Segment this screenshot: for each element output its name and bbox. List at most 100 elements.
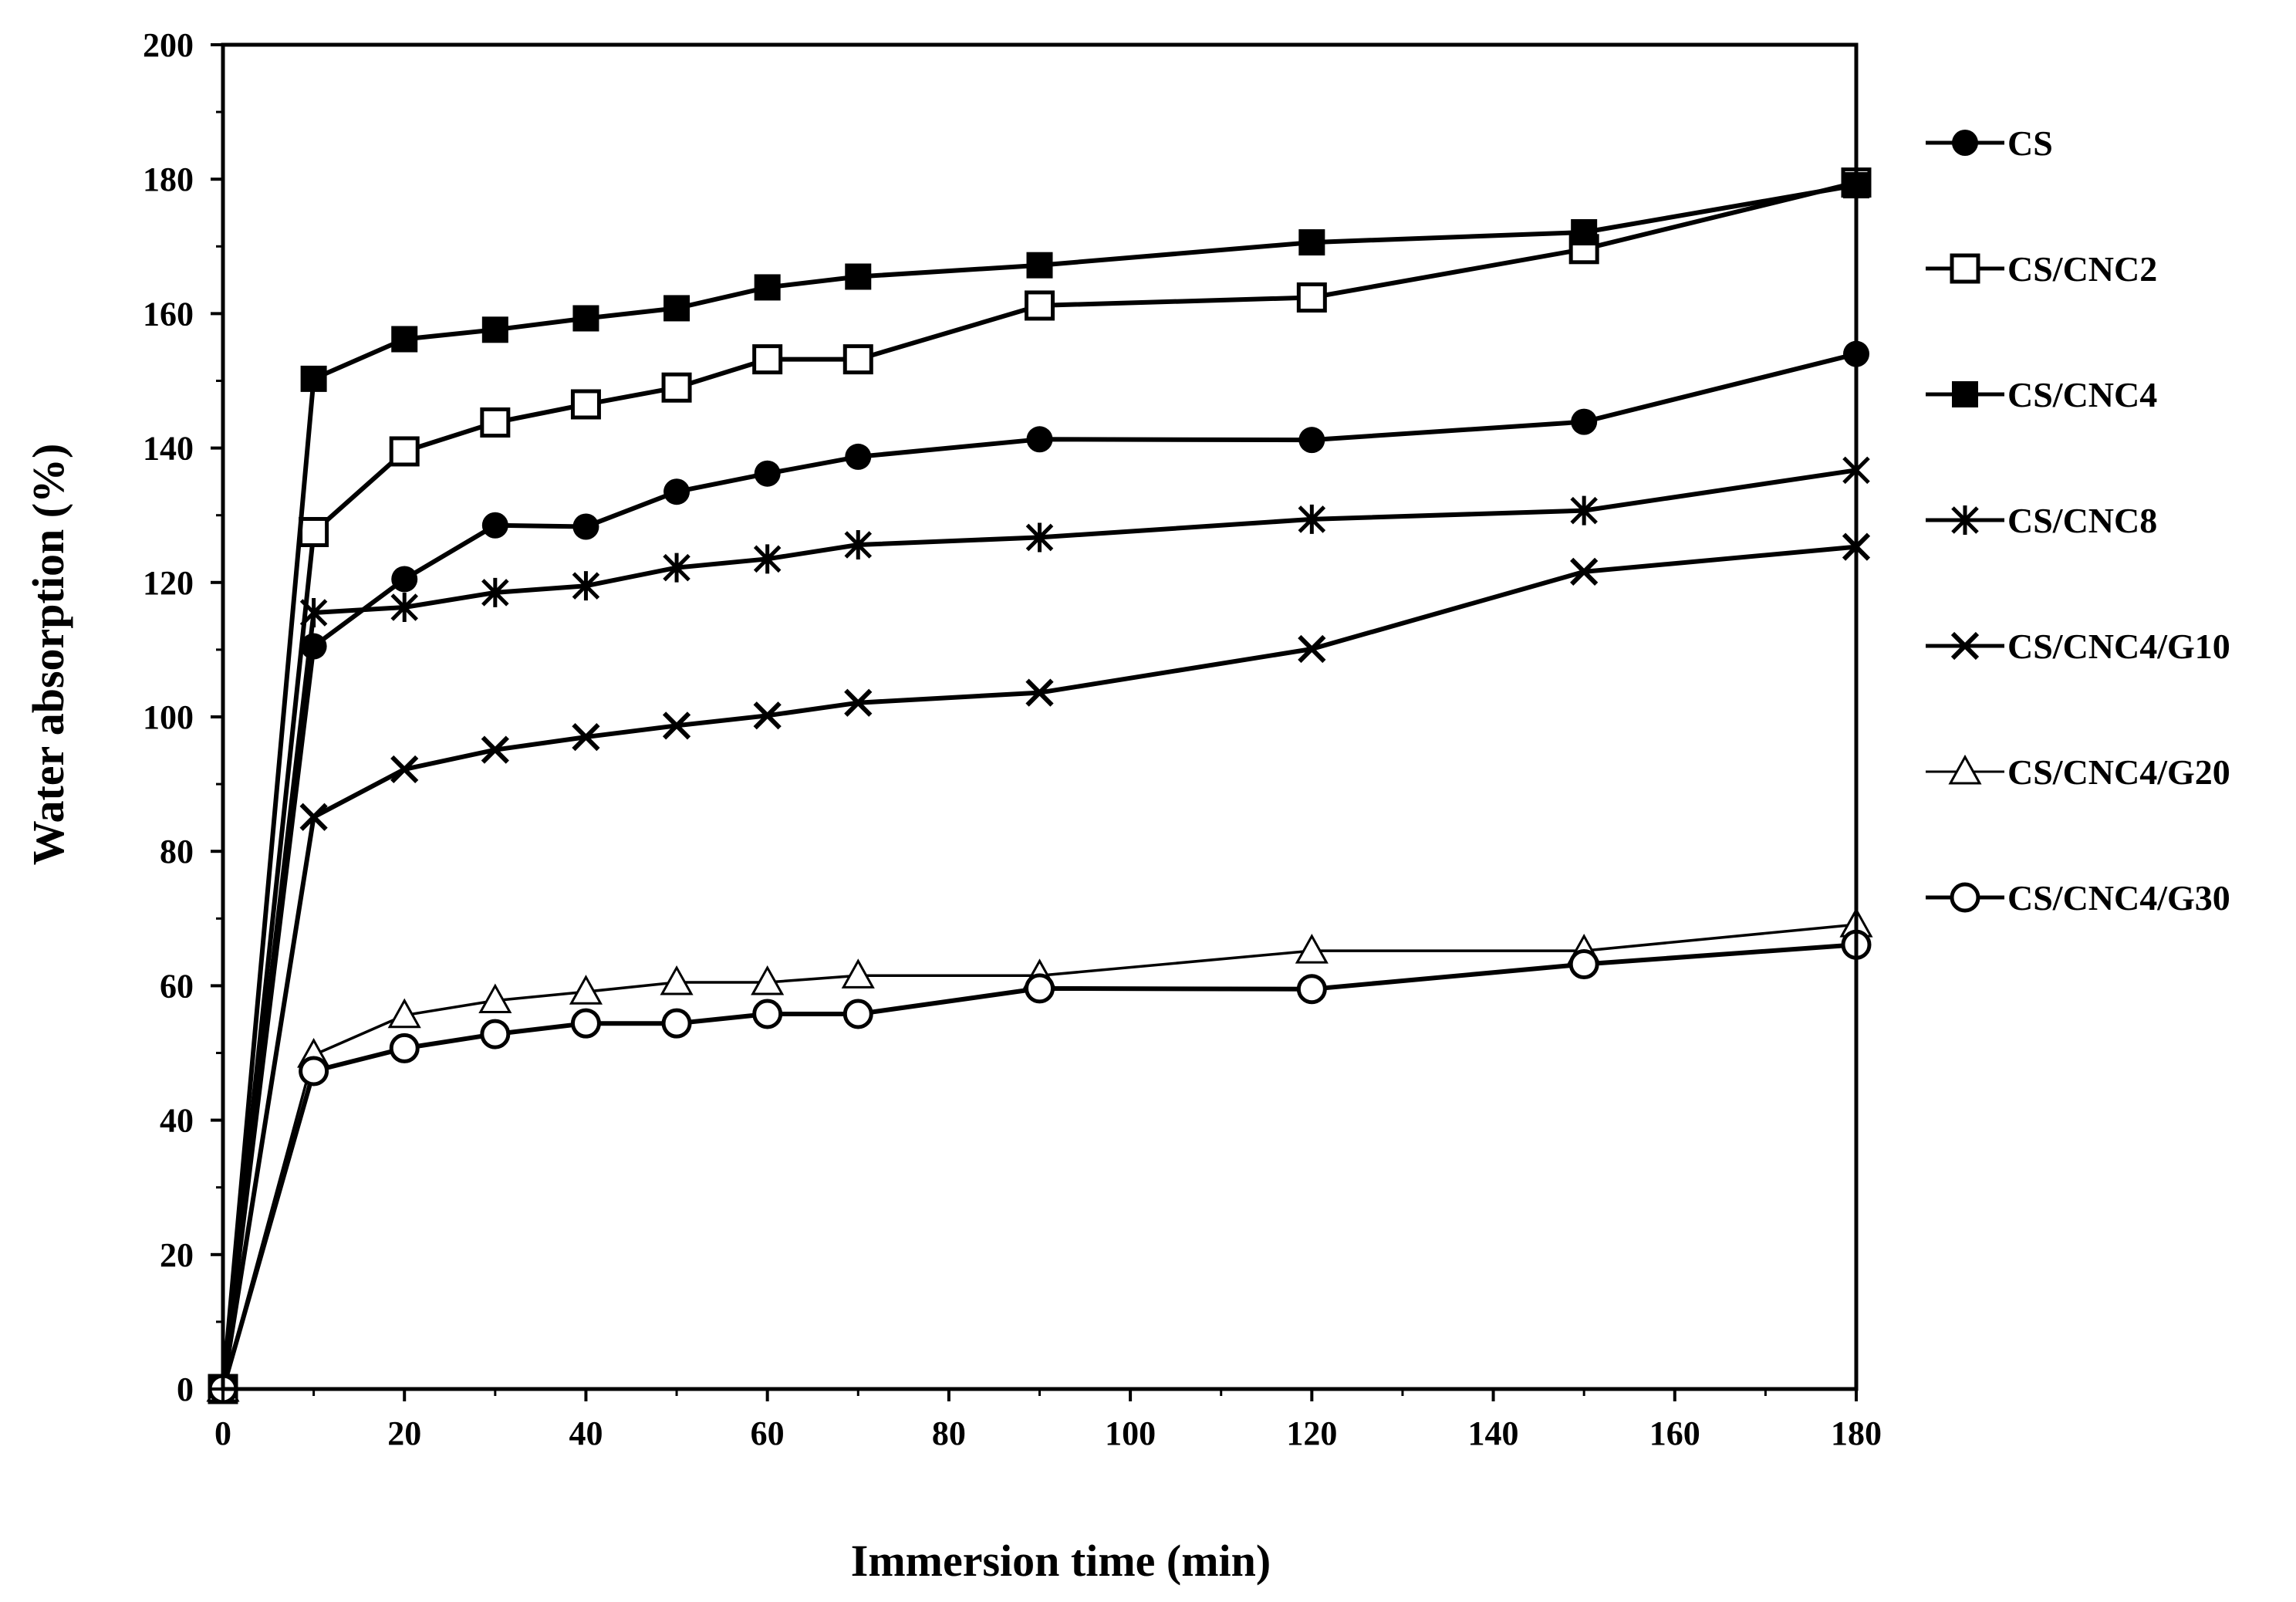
- data-point-cs-cnc4-g20: [1295, 934, 1329, 964]
- data-point-cs-cnc8: [1298, 504, 1326, 534]
- data-point-cs-cnc4-g30: [842, 999, 873, 1029]
- data-point-cs-cnc4-g30: [299, 1056, 329, 1087]
- data-point-cs-cnc4-g20: [478, 983, 512, 1014]
- data-point-cs-cnc4-g20: [751, 965, 785, 995]
- data-point-cs-cnc8: [844, 530, 873, 560]
- data-point-cs-cnc8: [753, 544, 782, 574]
- data-point-cs-cnc4-g10: [844, 688, 873, 717]
- data-point-cs-cnc8: [390, 593, 418, 623]
- legend-item-cs: CS: [1926, 123, 2053, 163]
- data-point-cs: [1026, 426, 1053, 453]
- data-point-cs-cnc4: [572, 305, 599, 332]
- y-tick-label: 0: [177, 1370, 194, 1408]
- legend-label: CS/CNC8: [2007, 501, 2157, 540]
- y-tick-label: 140: [143, 430, 194, 468]
- data-point-cs-cnc8: [1570, 495, 1598, 526]
- data-point-cs-cnc4-g30: [1568, 949, 1599, 980]
- series-line-cs-cnc4-g10: [221, 544, 1857, 1390]
- data-point-cs-cnc2: [1025, 290, 1055, 321]
- data-point-cs-cnc2: [480, 407, 511, 438]
- data-point-cs-cnc2: [299, 516, 329, 547]
- plot-layer: [206, 167, 1873, 1404]
- series-line-cs-cnc2: [221, 180, 1857, 1390]
- series-line-cs: [221, 351, 1857, 1390]
- data-point-cs-cnc4-g30: [1025, 973, 1055, 1004]
- data-point-cs: [845, 443, 872, 470]
- data-point-cs-cnc2: [661, 372, 692, 403]
- data-point-cs-cnc4: [1298, 229, 1325, 256]
- legend-marker-cs-cnc4-g20: [1948, 754, 1982, 785]
- x-tick-label: 0: [214, 1414, 231, 1452]
- axes-layer: 0 20 40 60 80 100 120 140 160 180 200 0 20 40 60 80 100 1…: [143, 26, 1882, 1452]
- data-point-cs-cnc8: [663, 553, 690, 583]
- legend-label: CS/CNC4/G10: [2007, 627, 2230, 666]
- x-tick-label: 60: [751, 1414, 785, 1452]
- data-point-cs-cnc4-g20: [569, 975, 603, 1005]
- data-point-cs-cnc4-g10: [1298, 634, 1326, 664]
- legend-item-cs-cnc8: CS/CNC8: [1926, 501, 2157, 540]
- data-point-cs-cnc4-g30: [1296, 974, 1327, 1005]
- legend-marker-cs-cnc8: [1951, 505, 1979, 535]
- data-point-cs: [391, 566, 418, 593]
- y-tick-label: 200: [143, 26, 194, 64]
- data-point-cs-cnc4-g10: [481, 735, 509, 764]
- data-point-cs-cnc4: [845, 263, 872, 290]
- y-tick-label: 40: [160, 1102, 194, 1140]
- y-tick-label: 20: [160, 1236, 194, 1274]
- data-point-cs-cnc2: [570, 389, 601, 420]
- x-tick-label: 160: [1649, 1414, 1700, 1452]
- data-point-cs-cnc2: [1296, 282, 1327, 313]
- data-point-cs-cnc4-g10: [662, 711, 691, 740]
- x-axis-title: Immersion time (min): [851, 1536, 1271, 1586]
- x-tick-label: 80: [932, 1414, 966, 1452]
- legend-item-cs-cnc4-g20: CS/CNC4/G20: [1926, 752, 2230, 792]
- legend-label: CS/CNC2: [2007, 249, 2157, 289]
- data-point-cs-cnc4-g20: [660, 965, 694, 995]
- legend-marker-cs-cnc4: [1952, 381, 1978, 407]
- legend-label: CS: [2007, 123, 2053, 163]
- data-point-cs-cnc4: [391, 326, 418, 353]
- data-point-cs-cnc8: [1025, 522, 1054, 553]
- legend: CS CS/CNC2 CS/CNC4 CS/CNC8 CS/CNC4/G10 CS/CNC…: [1926, 123, 2230, 918]
- legend-item-cs-cnc4-g10: CS/CNC4/G10: [1926, 627, 2230, 666]
- data-point-cs-cnc4-g10: [572, 723, 600, 752]
- data-point-cs-cnc4-g10: [753, 701, 782, 730]
- legend-marker-cs-cnc2: [1950, 253, 1980, 284]
- data-point-cs-cnc8: [299, 597, 328, 627]
- legend-label: CS/CNC4: [2007, 375, 2157, 414]
- data-point-cs-cnc2: [389, 436, 420, 467]
- series-cs-cnc4-g30: [208, 929, 1872, 1404]
- data-point-cs-cnc4: [1571, 219, 1598, 246]
- data-point-cs: [754, 460, 781, 487]
- series-cs-cnc4: [210, 172, 1869, 1402]
- data-point-cs-cnc8: [481, 577, 509, 607]
- legend-marker-cs-cnc4-g10: [1950, 631, 1980, 661]
- data-point-cs-cnc4-g10: [299, 803, 328, 831]
- data-point-cs-cnc4-g30: [389, 1033, 420, 1063]
- data-point-cs-cnc4: [300, 365, 327, 392]
- data-point-cs: [1298, 427, 1325, 454]
- y-tick-label: 100: [143, 698, 194, 736]
- legend-marker-cs-cnc4-g30: [1950, 882, 1980, 913]
- x-tick-label: 120: [1286, 1414, 1337, 1452]
- data-point-cs: [1571, 408, 1598, 435]
- series-line-cs-cnc4-g30: [221, 942, 1857, 1390]
- data-point-cs-cnc4-g20: [841, 958, 875, 989]
- data-point-cs-cnc4: [754, 274, 781, 301]
- x-tick-label: 40: [569, 1414, 603, 1452]
- data-point-cs: [481, 512, 508, 539]
- legend-item-cs-cnc2: CS/CNC2: [1926, 249, 2157, 289]
- data-point-cs-cnc2: [842, 344, 873, 375]
- data-point-cs-cnc4-g10: [1570, 557, 1599, 586]
- y-tick-label: 180: [143, 161, 194, 198]
- y-axis-title: Water absorption (%): [23, 444, 73, 866]
- y-tick-label: 120: [143, 564, 194, 602]
- data-point-cs: [572, 513, 599, 540]
- data-point-cs-cnc4-g20: [387, 998, 421, 1029]
- legend-label: CS/CNC4/G20: [2007, 752, 2230, 792]
- data-point-cs: [663, 478, 690, 505]
- y-tick-label: 80: [160, 833, 194, 870]
- x-tick-label: 20: [387, 1414, 421, 1452]
